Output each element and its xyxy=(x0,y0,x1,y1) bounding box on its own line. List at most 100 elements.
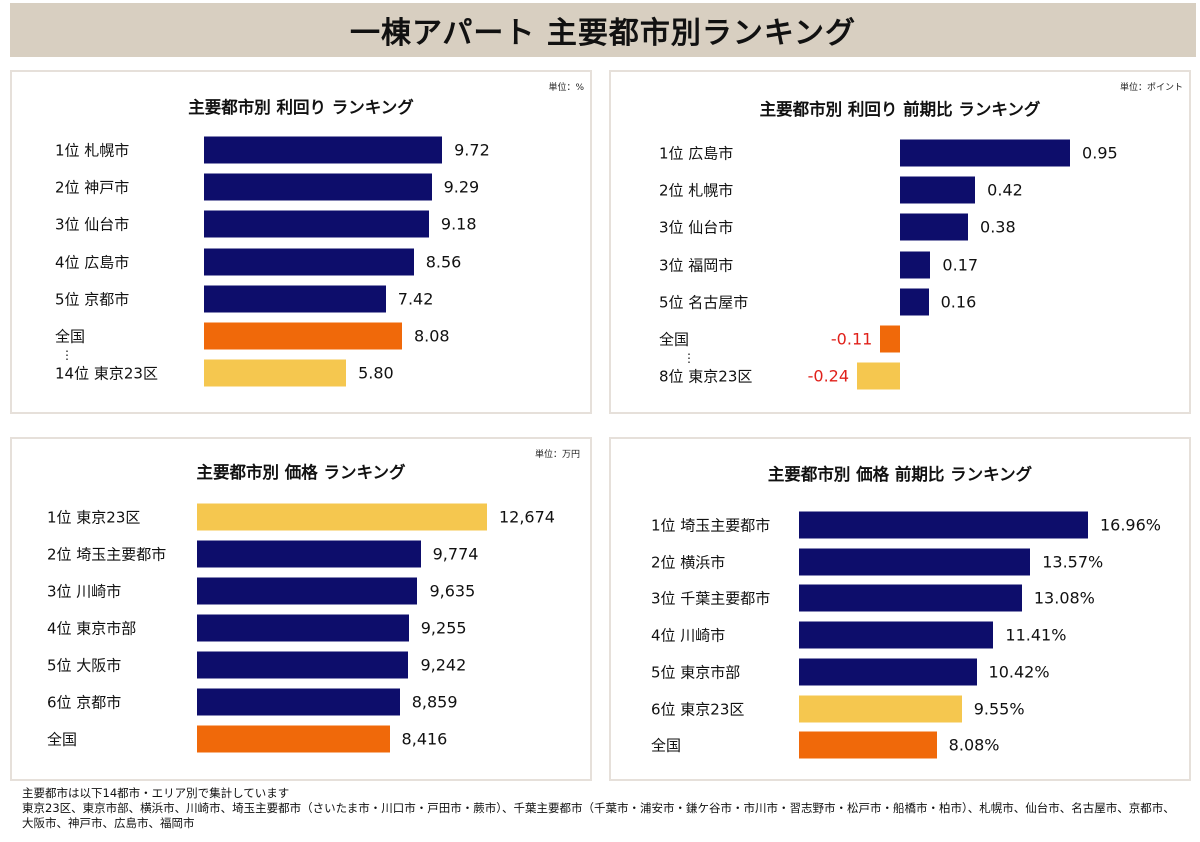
panel-title: 主要都市別 利回り 前期比 ランキング xyxy=(759,100,1041,119)
bar-city xyxy=(799,548,1031,576)
footer-line-2: 東京23区、東京市部、横浜市、川崎市、埼玉主要都市（さいたま市・川口市・戸田市・… xyxy=(22,801,1175,830)
bar-city xyxy=(204,248,414,276)
value-label: 12,674 xyxy=(498,507,555,527)
value-label: 0.38 xyxy=(980,217,1016,237)
bar-city xyxy=(204,285,386,313)
bar-national xyxy=(197,725,390,753)
bar-city xyxy=(799,621,994,649)
value-label: 11.41% xyxy=(1005,625,1067,645)
bar-city xyxy=(204,173,432,201)
row-label: 5位 名古屋市 xyxy=(659,293,749,312)
row-label: 3位 福岡市 xyxy=(659,256,734,275)
bar-tokyo23 xyxy=(799,695,962,722)
value-label: 9,255 xyxy=(420,618,467,638)
value-label: 0.17 xyxy=(942,255,979,275)
row-label: 全国 xyxy=(47,730,78,749)
ellipsis-icon: ⋮ xyxy=(61,347,73,362)
value-label: -0.11 xyxy=(830,329,873,349)
value-label: 9,774 xyxy=(432,544,479,564)
ellipsis-icon: ⋮ xyxy=(683,350,695,365)
bar-tokyo23 xyxy=(197,503,487,531)
row-label: 全国 xyxy=(659,330,690,349)
value-label: 8.08 xyxy=(413,326,450,346)
row-label: 3位 千葉主要都市 xyxy=(651,589,771,608)
row-label: 1位 札幌市 xyxy=(55,141,130,160)
bar-city xyxy=(900,288,929,316)
bar-city xyxy=(900,213,969,241)
bar-tokyo23 xyxy=(857,362,900,390)
value-label: 0.16 xyxy=(940,292,977,312)
row-label: 6位 東京23区 xyxy=(651,700,745,718)
row-label: 4位 広島市 xyxy=(55,253,130,272)
bar-city xyxy=(799,584,1022,612)
bar-tokyo23 xyxy=(204,359,347,387)
bar-city xyxy=(197,577,418,605)
row-label: 4位 川崎市 xyxy=(651,626,726,645)
row-label: 6位 京都市 xyxy=(47,693,122,712)
row-label: 5位 京都市 xyxy=(55,290,130,309)
panel-title: 主要都市別 価格 ランキング xyxy=(196,463,406,482)
row-label: 1位 広島市 xyxy=(659,144,734,163)
value-label: 10.42% xyxy=(988,662,1050,682)
panel-title: 主要都市別 利回り ランキング xyxy=(188,98,414,117)
value-label: 0.42 xyxy=(987,180,1023,200)
bar-city xyxy=(204,210,429,238)
value-label: 9.29 xyxy=(443,177,480,197)
row-label: 2位 埼玉主要都市 xyxy=(47,545,167,564)
value-label: 7.42 xyxy=(397,289,434,309)
row-label: 1位 東京23区 xyxy=(47,508,141,527)
value-label: -0.24 xyxy=(807,366,850,386)
row-label: 1位 埼玉主要都市 xyxy=(651,516,771,535)
panel-price-change-ranking: 主要都市別 価格 前期比 ランキング 1位 埼玉主要都市 16.96% 2位 横浜市… xyxy=(609,437,1191,781)
row-label: 全国 xyxy=(55,327,86,346)
value-label: 13.08% xyxy=(1033,588,1095,608)
bar-city xyxy=(900,176,976,204)
row-label: 5位 大阪市 xyxy=(47,656,122,675)
bar-city xyxy=(900,139,1071,167)
value-label: 9.72 xyxy=(454,140,490,160)
panel-title: 主要都市別 価格 前期比 ランキング xyxy=(767,465,1033,484)
row-label: 2位 横浜市 xyxy=(651,553,726,572)
value-label: 9,242 xyxy=(420,655,467,675)
row-label: 14位 東京23区 xyxy=(55,364,158,383)
row-label: 8位 東京23区 xyxy=(659,367,753,386)
row-label: 3位 仙台市 xyxy=(659,218,734,237)
footer-line-1: 主要都市は以下14都市・エリア別で集計しています xyxy=(22,786,290,800)
footer-note: 主要都市は以下14都市・エリア別で集計しています 東京23区、東京市部、横浜市、… xyxy=(22,786,1182,831)
bar-city xyxy=(799,511,1088,539)
bar-city xyxy=(197,688,400,716)
value-label: 5.80 xyxy=(358,363,394,383)
row-label: 3位 川崎市 xyxy=(47,582,122,601)
value-label: 0.95 xyxy=(1082,143,1118,163)
value-label: 9.18 xyxy=(440,214,477,234)
value-label: 13.57% xyxy=(1042,552,1104,572)
value-label: 8.56 xyxy=(425,252,462,272)
row-label: 2位 札幌市 xyxy=(659,181,734,200)
row-label: 5位 東京市部 xyxy=(651,663,741,682)
bar-city xyxy=(197,614,409,642)
panel-yield-ranking: 単位：% 主要都市別 利回り ランキング 1位 札幌市 9.72 2位 神戸市 9.2… xyxy=(10,70,592,414)
bar-city xyxy=(900,251,931,279)
row-label: 4位 東京市部 xyxy=(47,619,137,638)
bar-national xyxy=(799,731,937,759)
bar-city xyxy=(204,136,443,164)
value-label: 8.08% xyxy=(948,735,1000,755)
value-label: 16.96% xyxy=(1099,515,1161,535)
value-label: 9,635 xyxy=(429,581,476,601)
bar-national xyxy=(204,322,402,350)
bar-city xyxy=(799,658,977,686)
bar-city xyxy=(197,540,421,568)
page-title: 一棟アパート 主要都市別ランキング xyxy=(10,3,1196,57)
row-label: 3位 仙台市 xyxy=(55,215,130,234)
bar-national xyxy=(880,325,900,353)
value-label: 8,416 xyxy=(401,729,448,749)
unit-label: 単位：万円 xyxy=(534,450,580,460)
unit-label: 単位：% xyxy=(548,83,584,93)
value-label: 8,859 xyxy=(411,692,458,712)
panel-yield-change-ranking: 単位：ポイント 主要都市別 利回り 前期比 ランキング 1位 広島市 0.95 2位… xyxy=(609,70,1191,414)
unit-label: 単位：ポイント xyxy=(1119,83,1183,93)
bar-city xyxy=(197,651,409,679)
row-label: 全国 xyxy=(651,736,682,755)
row-label: 2位 神戸市 xyxy=(55,178,130,197)
panel-price-ranking: 単位：万円 主要都市別 価格 ランキング 1位 東京23区 12,674 2位 埼玉… xyxy=(10,437,592,781)
